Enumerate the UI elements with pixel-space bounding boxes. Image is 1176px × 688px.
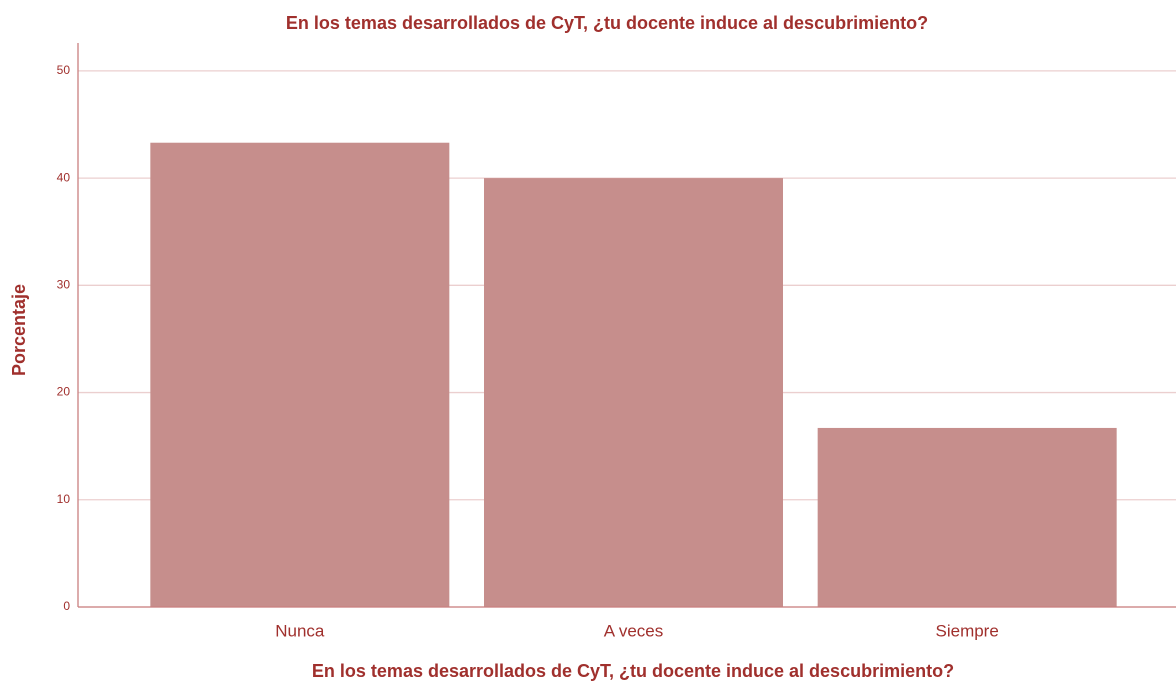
y-axis-label: Porcentaje <box>9 284 29 376</box>
y-tick-label: 40 <box>57 170 71 184</box>
bar <box>484 178 783 607</box>
y-tick-label: 20 <box>57 385 71 399</box>
y-tick-label: 50 <box>57 63 71 77</box>
y-tick-label: 10 <box>57 492 71 506</box>
y-tick-label: 0 <box>63 599 70 613</box>
x-tick-label: A veces <box>604 621 664 640</box>
bar <box>150 142 450 607</box>
chart-title: En los temas desarrollados de CyT, ¿tu d… <box>286 13 928 33</box>
x-tick-label: Siempre <box>936 621 999 640</box>
bar <box>817 427 1117 607</box>
y-tick-label: 30 <box>57 277 71 291</box>
x-axis-label: En los temas desarrollados de CyT, ¿tu d… <box>312 661 954 681</box>
x-tick-label: Nunca <box>275 621 325 640</box>
